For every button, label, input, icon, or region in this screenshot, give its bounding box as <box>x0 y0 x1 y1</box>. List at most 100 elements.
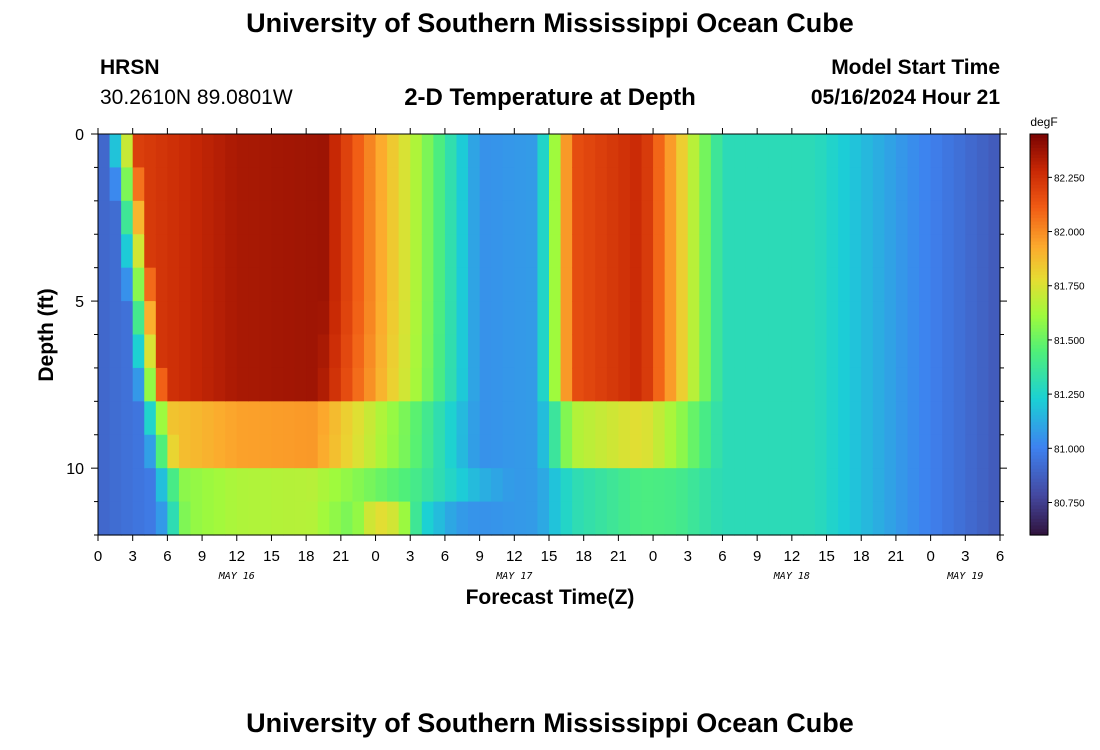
model-start-value: 05/16/2024 Hour 21 <box>810 86 1000 109</box>
heatmap-cell <box>745 267 758 302</box>
heatmap-cell <box>907 134 920 169</box>
heatmap-cell <box>826 401 839 436</box>
colorbar-step <box>1030 194 1048 199</box>
heatmap-cell <box>514 134 527 169</box>
heatmap-cell <box>699 267 712 302</box>
heatmap-cell <box>629 167 643 202</box>
colorbar-step <box>1030 424 1048 429</box>
heatmap-cell <box>722 134 735 169</box>
heatmap-cell <box>259 334 273 369</box>
heatmap-cell <box>410 134 423 169</box>
heatmap-cell <box>121 267 134 302</box>
heatmap-cell <box>167 267 180 302</box>
heatmap-cell <box>190 167 203 202</box>
heatmap-cell <box>641 234 654 269</box>
heatmap-cell <box>919 167 932 202</box>
heatmap-cell <box>930 134 943 169</box>
heatmap-cell <box>953 367 966 402</box>
heatmap-cell <box>791 401 805 436</box>
colorbar-step <box>1030 170 1048 175</box>
heatmap-cell <box>537 267 550 302</box>
heatmap-cell <box>433 501 446 536</box>
heatmap-cell <box>283 301 296 336</box>
heatmap-cell <box>248 267 261 302</box>
colorbar-step <box>1030 498 1048 503</box>
heatmap-cell <box>340 167 354 202</box>
heatmap-cell <box>155 267 168 302</box>
heatmap-cell <box>283 468 296 503</box>
colorbar-step <box>1030 234 1048 239</box>
heatmap-cell <box>849 267 862 302</box>
heatmap-cell <box>953 167 966 202</box>
heatmap-cell <box>884 501 897 536</box>
heatmap-cell <box>202 434 215 469</box>
heatmap-cell <box>155 501 168 536</box>
heatmap-cell <box>699 468 712 503</box>
colorbar-step <box>1030 347 1048 352</box>
colorbar-step <box>1030 428 1048 433</box>
heatmap-cell <box>363 234 377 269</box>
colorbar-frame <box>1029 133 1049 536</box>
heatmap-cell <box>953 434 966 469</box>
heatmap-cell <box>167 401 180 436</box>
heatmap-cell <box>387 434 400 469</box>
heatmap-cell <box>965 401 978 436</box>
heatmap-cell <box>641 434 654 469</box>
heatmap-cell <box>167 134 180 169</box>
heatmap-cell <box>641 468 654 503</box>
heatmap-cell <box>791 167 805 202</box>
heatmap-cell <box>363 401 377 436</box>
heatmap-cell <box>803 301 816 336</box>
heatmap-cell <box>155 200 168 235</box>
heatmap-cell <box>722 167 735 202</box>
colorbar-step <box>1030 190 1048 195</box>
colorbar-step <box>1030 224 1048 229</box>
heatmap-cell <box>895 501 909 536</box>
heatmap-cell <box>410 167 423 202</box>
heatmap-cell <box>907 434 920 469</box>
heatmap-cell <box>664 367 677 402</box>
heatmap-cell <box>468 434 481 469</box>
heatmap-cell <box>479 301 492 336</box>
heatmap-cell <box>872 434 885 469</box>
colorbar-step <box>1030 484 1048 489</box>
heatmap-cell <box>398 267 411 302</box>
heatmap-cell <box>745 401 758 436</box>
heatmap-cell <box>433 468 446 503</box>
heatmap-cell <box>791 134 805 169</box>
heatmap-cell <box>583 468 596 503</box>
heatmap-cell <box>687 501 700 536</box>
heatmap-cell <box>190 234 203 269</box>
colorbar-step <box>1030 411 1048 416</box>
heatmap-cell <box>514 267 527 302</box>
heatmap-cell <box>213 267 226 302</box>
heatmap-cell <box>618 501 631 536</box>
heatmap-cell <box>710 301 724 336</box>
heatmap-cell <box>884 401 897 436</box>
heatmap-cell <box>525 200 539 235</box>
heatmap-cell <box>479 134 492 169</box>
heatmap-cell <box>907 468 920 503</box>
heatmap-cell <box>919 434 932 469</box>
heatmap-cell <box>549 334 562 369</box>
heatmap-cell <box>895 468 909 503</box>
heatmap-cell <box>213 234 226 269</box>
heatmap-cell <box>525 434 539 469</box>
heatmap-cell <box>664 200 677 235</box>
y-axis-ticks: 0 5 10 <box>66 127 1007 536</box>
heatmap-cell <box>572 367 585 402</box>
heatmap-cell <box>710 134 724 169</box>
heatmap-cell <box>710 468 724 503</box>
colorbar-step <box>1030 521 1048 526</box>
x-day-label: MAY 17 <box>495 571 532 582</box>
colorbar-step <box>1030 444 1048 449</box>
heatmap-cell <box>976 200 990 235</box>
heatmap-cell <box>953 501 966 536</box>
colorbar-step <box>1030 304 1048 309</box>
heatmap-cell <box>236 501 249 536</box>
heatmap-cell <box>456 267 469 302</box>
heatmap-cell <box>930 434 943 469</box>
heatmap-cell <box>757 434 770 469</box>
heatmap-cell <box>271 167 284 202</box>
heatmap-cell <box>421 267 434 302</box>
